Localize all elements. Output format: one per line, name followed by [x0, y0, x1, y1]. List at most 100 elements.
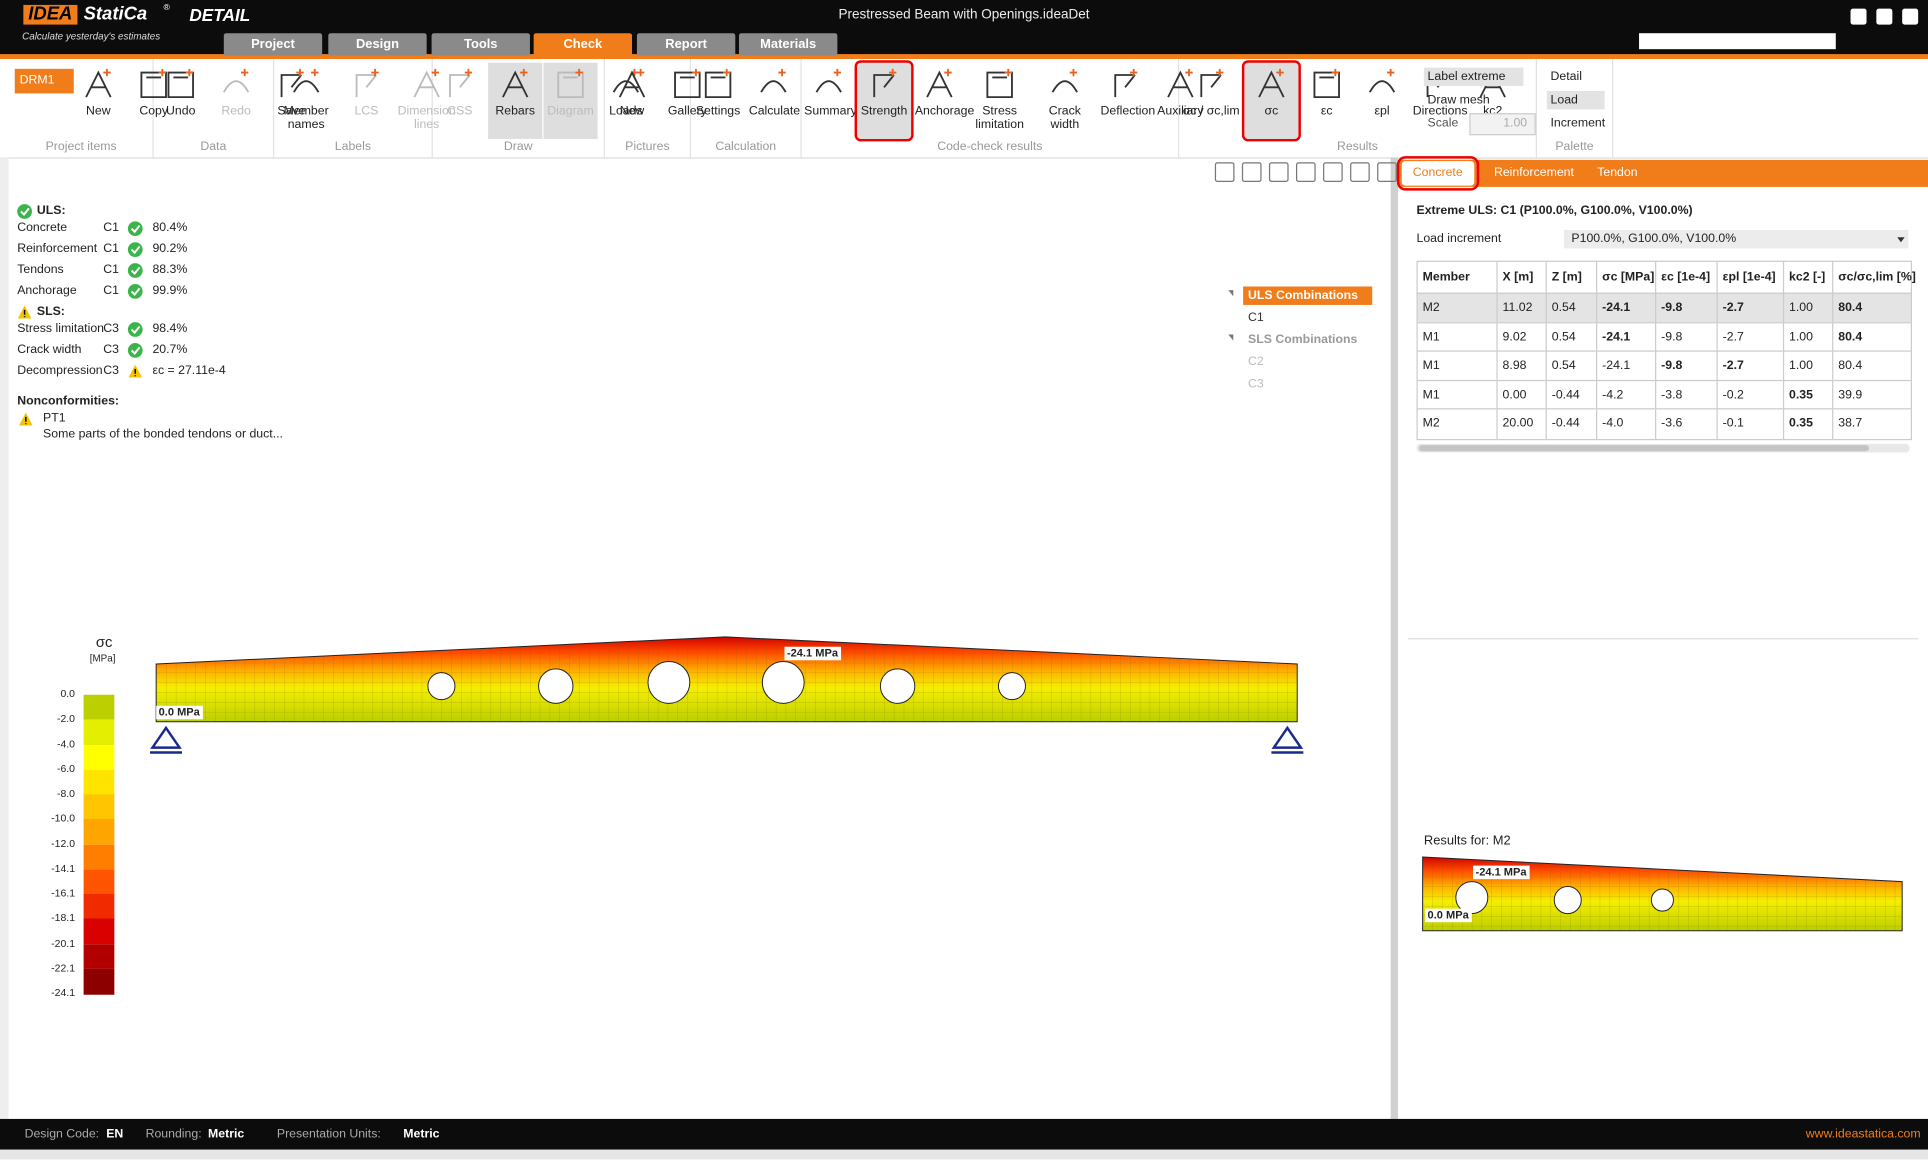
icon-shape: [873, 74, 895, 98]
tree-item[interactable]: C3: [1248, 377, 1264, 392]
ribbon-button: CSS: [433, 63, 487, 139]
ribbon-button[interactable]: Crack width: [1033, 63, 1097, 139]
ribbon-option[interactable]: Detail: [1550, 70, 1582, 84]
ribbon-button[interactable]: Copy: [127, 63, 181, 139]
ribbon-button[interactable]: σc / σc,lim: [1179, 63, 1243, 139]
ribbon-option[interactable]: Increment: [1550, 116, 1606, 131]
ribbon-button[interactable]: εpl: [1355, 63, 1409, 139]
window-close[interactable]: [1902, 8, 1919, 25]
ribbon-button[interactable]: σc: [1241, 60, 1301, 142]
button-label: σc / σc,lim: [1182, 104, 1240, 119]
tree-group[interactable]: SLS Combinations: [1248, 333, 1358, 347]
section-title: Nonconformities:: [17, 394, 120, 409]
panel-divider: [1407, 638, 1919, 640]
ribbon-button[interactable]: Member names: [274, 63, 338, 139]
scale-field[interactable]: 1.00: [1469, 113, 1536, 136]
ribbon-button: Diagram: [543, 62, 598, 139]
ribbon-button[interactable]: Settings: [691, 63, 745, 139]
opening: [761, 661, 805, 704]
view-tool[interactable]: [1214, 162, 1235, 182]
legend-label: -14.1: [51, 861, 76, 874]
right-tab[interactable]: Tendon: [1597, 165, 1638, 180]
main-tab[interactable]: Materials: [738, 33, 838, 56]
ribbon-button[interactable]: Calculate: [746, 63, 800, 139]
ribbon-button[interactable]: Summary: [802, 63, 857, 139]
ribbon-button[interactable]: Rebars: [488, 62, 543, 139]
table-cell: 80.4: [1832, 350, 1913, 383]
view-tool[interactable]: [1350, 162, 1370, 182]
tree-item[interactable]: C2: [1248, 355, 1264, 369]
legend-label: -12.0: [51, 836, 76, 850]
check-comb: C1: [103, 221, 120, 235]
ribbon-button[interactable]: Deflection: [1098, 63, 1155, 139]
ribbon-button[interactable]: Anchorage: [912, 63, 974, 139]
check-comb: C3: [103, 322, 120, 336]
website-link[interactable]: www.ideastatica.com: [1805, 1127, 1921, 1142]
button-label: Directions: [1412, 104, 1468, 119]
status-label: Presentation Units:: [276, 1127, 381, 1142]
ribbon-button[interactable]: Undo: [154, 63, 208, 139]
opening: [538, 668, 574, 704]
ribbon-option[interactable]: Draw mesh: [1427, 93, 1490, 107]
ribbon-button[interactable]: Auxiliary: [1153, 63, 1207, 139]
icon-accent: [311, 68, 319, 77]
window-max[interactable]: [1876, 8, 1893, 25]
tree-item[interactable]: C1: [1248, 311, 1264, 325]
button-icon: [502, 68, 529, 98]
registered: ®: [163, 3, 170, 13]
icon-shape: [1368, 80, 1396, 93]
table-cell: -0.44: [1545, 379, 1599, 412]
dropdown-arrow: [1897, 237, 1905, 243]
ok-icon: [127, 242, 143, 257]
table-cell: 80.4: [1832, 292, 1913, 325]
beam-outline: [1422, 856, 1903, 932]
icon-accent: [778, 68, 786, 77]
right-tab[interactable]: Reinforcement: [1493, 165, 1574, 180]
main-tab[interactable]: Check: [533, 33, 633, 56]
main-tab[interactable]: Report: [636, 33, 736, 56]
product: DETAIL: [189, 4, 251, 25]
ribbon-button[interactable]: New: [605, 63, 659, 139]
button-icon: [873, 68, 897, 98]
ribbon-button[interactable]: Strength: [854, 60, 914, 142]
button-label: Auxiliary: [1157, 104, 1204, 119]
window-min[interactable]: [1850, 8, 1867, 25]
ribbon-button[interactable]: Save: [264, 63, 318, 139]
right-tab[interactable]: Concrete: [1396, 156, 1479, 191]
table-cell: -3.6: [1655, 408, 1719, 441]
check-value: 88.3%: [152, 263, 188, 277]
load-dropdown[interactable]: P100.0%, G100.0%, V100.0%: [1564, 229, 1909, 249]
search-box[interactable]: [1639, 33, 1836, 50]
legend-unit: [MPa]: [89, 652, 116, 664]
ribbon-option[interactable]: Scale: [1427, 116, 1459, 131]
view-tool[interactable]: [1268, 162, 1289, 182]
view-tool[interactable]: [1323, 162, 1343, 182]
icon-shape: [618, 70, 646, 98]
main-tab[interactable]: Design: [328, 33, 427, 56]
beam: [155, 636, 1298, 723]
icon-shape: [85, 70, 112, 98]
ribbon-button[interactable]: New: [71, 63, 125, 139]
button-label: Strength: [860, 104, 908, 119]
tab-underline: [0, 54, 1928, 60]
table-cell: M1: [1416, 350, 1499, 383]
button-label: Undo: [166, 104, 196, 119]
view-tool[interactable]: [1295, 162, 1316, 182]
tree-group[interactable]: ULS Combinations: [1243, 286, 1373, 305]
button-icon: [1114, 68, 1138, 98]
ribbon-option[interactable]: Load: [1546, 90, 1605, 110]
table-header: εpl [1e-4]: [1716, 260, 1786, 296]
button-icon: [167, 68, 194, 99]
main-tab[interactable]: Tools: [431, 33, 530, 56]
icon-shape: [293, 80, 320, 93]
dropdown[interactable]: DRM1: [14, 68, 74, 94]
main-tab[interactable]: Project: [223, 33, 323, 56]
ribbon-button[interactable]: Stress limitation: [968, 63, 1032, 139]
view-tool[interactable]: [1241, 162, 1262, 182]
ribbon-option[interactable]: Label extreme: [1423, 67, 1524, 87]
beam-min-label: 0.0 MPa: [156, 705, 203, 720]
view-tool[interactable]: [1377, 162, 1397, 182]
ribbon-button[interactable]: Gallery: [660, 63, 714, 139]
group-label: Results: [1336, 140, 1378, 154]
ribbon-button[interactable]: εc: [1300, 63, 1354, 139]
